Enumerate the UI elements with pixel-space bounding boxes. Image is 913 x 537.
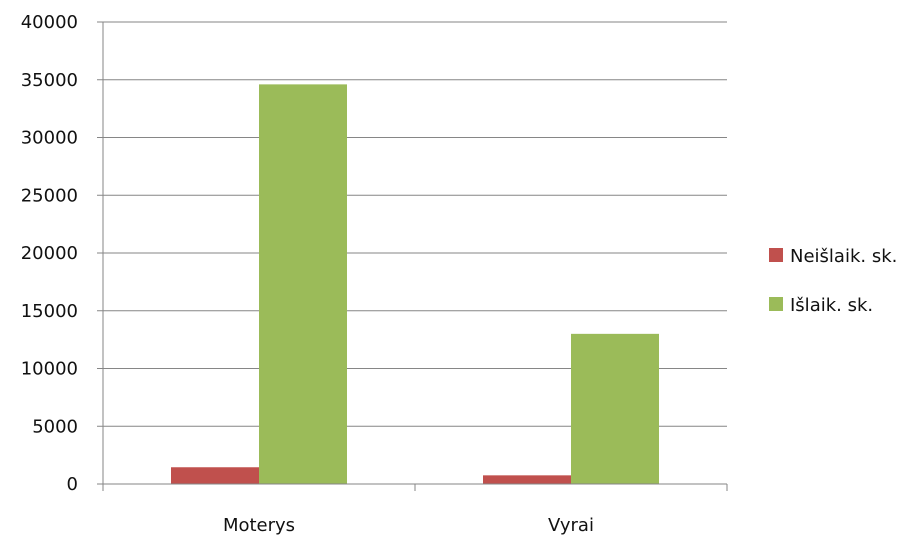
y-tick-label: 5000: [32, 416, 78, 437]
x-axis-category-labels: Moterys Vyrai: [223, 515, 594, 536]
y-tick-label: 20000: [21, 243, 78, 264]
gridlines: [103, 21, 727, 427]
y-tick-label: 0: [67, 474, 78, 495]
y-tick-label: 10000: [21, 359, 78, 380]
axes: [97, 21, 728, 491]
y-tick-label: 40000: [21, 12, 78, 33]
x-category-label: Moterys: [223, 515, 295, 536]
legend-swatch: [769, 297, 783, 311]
legend-label: Išlaik. sk.: [790, 295, 873, 316]
bar-neislaik-vyrai: [483, 475, 571, 484]
y-tick-label: 15000: [21, 301, 78, 322]
y-tick-label: 35000: [21, 70, 78, 91]
legend: Neišlaik. sk. Išlaik. sk.: [769, 246, 897, 316]
bar-islaik-moterys: [259, 84, 347, 485]
y-axis-tick-labels: 0 5000 10000 15000 20000 25000 30000 35000 40000: [21, 12, 78, 495]
bar-islaik-vyrai: [571, 333, 659, 484]
legend-label: Neišlaik. sk.: [790, 246, 897, 267]
x-category-label: Vyrai: [548, 515, 594, 536]
legend-swatch: [769, 248, 783, 262]
y-tick-label: 30000: [21, 128, 78, 149]
bars: [171, 84, 659, 485]
y-tick-label: 25000: [21, 185, 78, 206]
bar-neislaik-moterys: [171, 467, 259, 484]
